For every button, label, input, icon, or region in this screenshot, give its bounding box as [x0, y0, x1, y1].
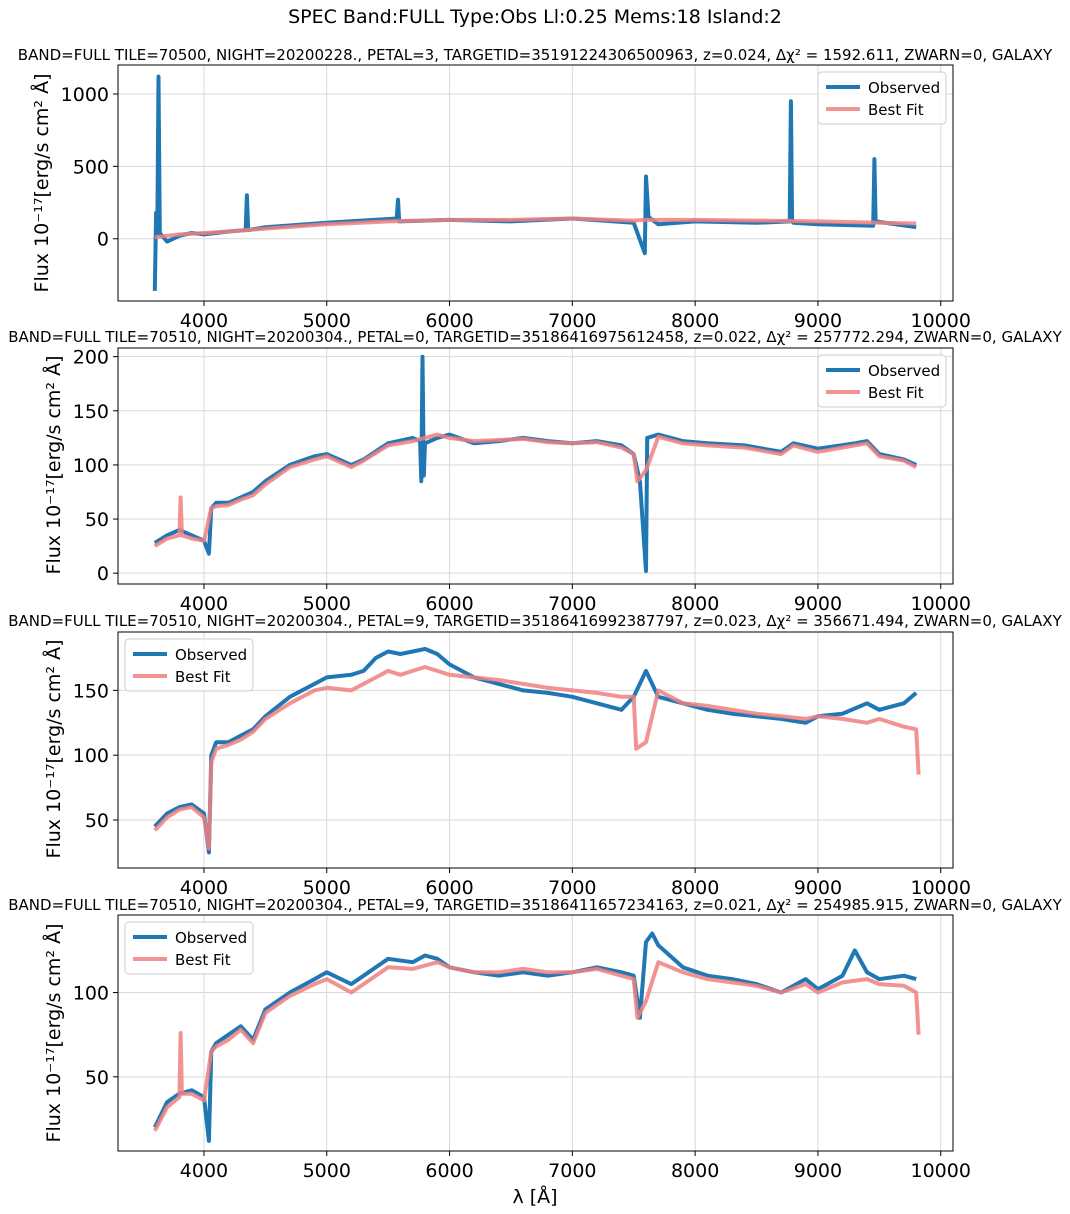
- legend-label: Best Fit: [175, 668, 231, 686]
- y-axis-label: Flux 10⁻¹⁷[erg/s cm² Å]: [42, 640, 65, 859]
- x-tick-label: 8000: [671, 877, 719, 899]
- x-axis-label: λ [Å]: [512, 1185, 557, 1208]
- y-tick-label: 150: [73, 401, 109, 423]
- x-tick-label: 7000: [548, 877, 596, 899]
- legend-label: Observed: [868, 79, 940, 97]
- subplot-2: BAND=FULL TILE=70510, NIGHT=20200304., P…: [8, 328, 1062, 615]
- legend: Observed Best Fit: [124, 638, 254, 692]
- x-tick-label: 5000: [303, 1160, 351, 1182]
- legend-label: Observed: [175, 646, 247, 664]
- subplot-title: BAND=FULL TILE=70510, NIGHT=20200304., P…: [8, 612, 1062, 630]
- figure-title: SPEC Band:FULL Type:Obs Ll:0.25 Mems:18 …: [288, 6, 782, 28]
- subplot-4: BAND=FULL TILE=70510, NIGHT=20200304., P…: [8, 896, 1062, 1182]
- plot-area: 4000 5000 6000 7000 8000 9000 10000 0 50 100 150 20…: [73, 347, 971, 615]
- subplot-title: BAND=FULL TILE=70500, NIGHT=20200228., P…: [18, 46, 1053, 64]
- x-tick-label: 6000: [425, 877, 473, 899]
- legend-label: Observed: [175, 929, 247, 947]
- x-tick-label: 10000: [910, 593, 970, 615]
- x-tick-label: 7000: [548, 310, 596, 332]
- y-tick-label: 100: [73, 983, 109, 1005]
- series-line-best-fit: [153, 665, 921, 851]
- plot-area: 4000 5000 6000 7000 8000 9000 10000 50 100 150 Obs…: [73, 631, 971, 899]
- axes-frame: [117, 631, 954, 869]
- series-line-observed: [153, 354, 918, 573]
- subplot-1: BAND=FULL TILE=70500, NIGHT=20200228., P…: [18, 46, 1053, 332]
- x-tick-label: 10000: [910, 310, 970, 332]
- plot-area: 4000 5000 6000 7000 8000 9000 10000 50 100 Observ…: [73, 914, 971, 1182]
- legend: Observed Best Fit: [817, 354, 947, 408]
- legend: Observed Best Fit: [817, 71, 947, 125]
- y-tick-label: 0: [97, 229, 109, 251]
- y-axis-label: Flux 10⁻¹⁷[erg/s cm² Å]: [42, 356, 65, 575]
- y-tick-label: 50: [85, 810, 109, 832]
- x-tick-label: 10000: [910, 1160, 970, 1182]
- y-axis-label: Flux 10⁻¹⁷[erg/s cm² Å]: [30, 74, 53, 293]
- x-tick-label: 4000: [180, 877, 228, 899]
- series-line-best-fit: [154, 216, 917, 240]
- y-tick-label: 150: [73, 680, 109, 702]
- series-line-best-fit: [153, 432, 918, 548]
- subplot-title: BAND=FULL TILE=70510, NIGHT=20200304., P…: [8, 328, 1062, 346]
- x-tick-label: 9000: [794, 310, 842, 332]
- legend-label: Best Fit: [175, 951, 231, 969]
- subplot-title: BAND=FULL TILE=70510, NIGHT=20200304., P…: [8, 896, 1062, 914]
- x-tick-label: 4000: [180, 593, 228, 615]
- x-tick-label: 10000: [910, 877, 970, 899]
- x-tick-label: 9000: [794, 593, 842, 615]
- x-tick-label: 8000: [671, 1160, 719, 1182]
- y-tick-label: 0: [97, 563, 109, 585]
- y-tick-label: 1000: [61, 84, 109, 106]
- legend-label: Best Fit: [868, 384, 924, 402]
- x-tick-label: 6000: [425, 310, 473, 332]
- y-tick-label: 50: [85, 509, 109, 531]
- axes-frame: [117, 914, 954, 1152]
- x-tick-label: 5000: [303, 593, 351, 615]
- x-tick-label: 8000: [671, 310, 719, 332]
- series-line-observed: [152, 74, 917, 291]
- x-tick-label: 5000: [303, 877, 351, 899]
- series-line-observed: [153, 646, 918, 855]
- y-tick-label: 100: [73, 455, 109, 477]
- plot-area: 4000 5000 6000 7000 8000 9000 10000 0 500 1000 Obs…: [61, 64, 971, 332]
- x-tick-label: 6000: [425, 1160, 473, 1182]
- x-tick-label: 5000: [303, 310, 351, 332]
- x-tick-label: 9000: [794, 1160, 842, 1182]
- series-line-observed: [153, 931, 917, 1143]
- x-tick-label: 8000: [671, 593, 719, 615]
- axes-frame: [117, 347, 954, 585]
- legend: Observed Best Fit: [124, 921, 254, 975]
- x-tick-label: 7000: [548, 1160, 596, 1182]
- y-tick-label: 100: [73, 745, 109, 767]
- y-axis-label: Flux 10⁻¹⁷[erg/s cm² Å]: [42, 924, 65, 1143]
- x-tick-label: 7000: [548, 593, 596, 615]
- x-tick-label: 4000: [180, 310, 228, 332]
- y-tick-label: 50: [85, 1067, 109, 1089]
- subplot-3: BAND=FULL TILE=70510, NIGHT=20200304., P…: [8, 612, 1062, 899]
- series-line-best-fit: [153, 960, 921, 1132]
- y-tick-label: 500: [73, 156, 109, 178]
- legend-label: Best Fit: [868, 101, 924, 119]
- x-tick-label: 4000: [180, 1160, 228, 1182]
- y-tick-label: 200: [73, 347, 109, 369]
- x-tick-label: 6000: [425, 593, 473, 615]
- axes-frame: [117, 64, 954, 302]
- x-tick-label: 9000: [794, 877, 842, 899]
- legend-label: Observed: [868, 362, 940, 380]
